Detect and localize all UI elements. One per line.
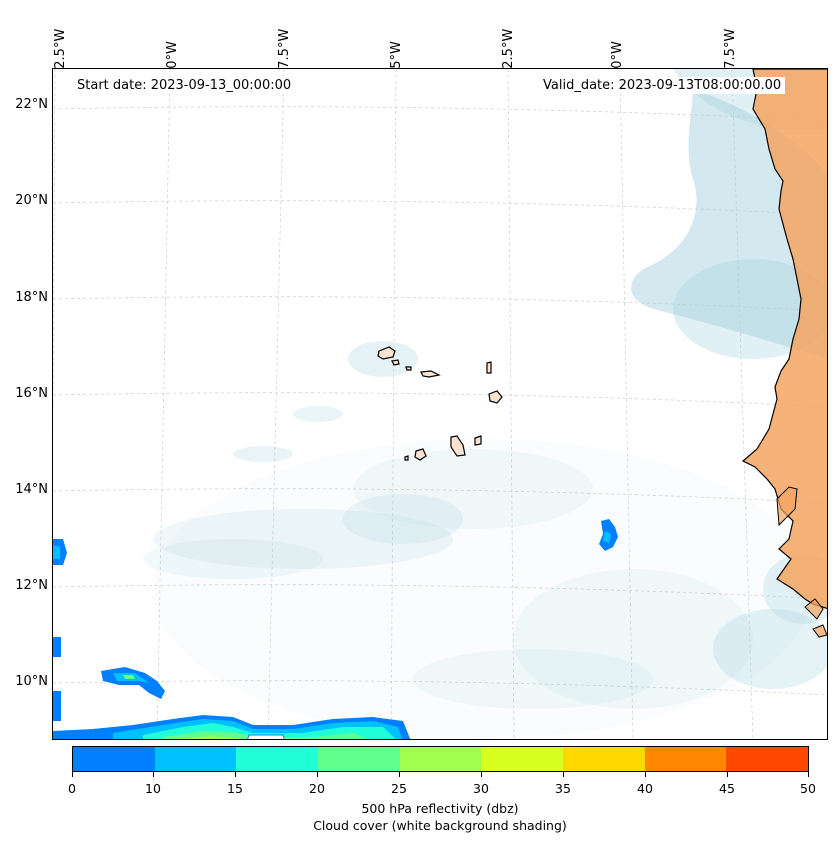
lat-label-12n: 12°N: [15, 578, 48, 593]
colorbar-tick-20: 20: [309, 781, 325, 796]
colorbar-segment-1: [154, 747, 237, 771]
colorbar-tick-35: 35: [555, 781, 571, 796]
island-maio: [474, 435, 482, 446]
map-panel[interactable]: Start date: 2023-09-13_00:00:00 Valid_da…: [52, 68, 828, 740]
valid-date-label: Valid_date: 2023-09-13T08:00:00.00: [539, 77, 786, 94]
lat-label-10n: 10°N: [15, 674, 48, 689]
lat-label-20n: 20°N: [15, 193, 48, 208]
lat-label-16n: 16°N: [15, 386, 48, 401]
graticule: [53, 69, 827, 739]
colorbar-tick-0: 0: [68, 781, 76, 796]
island-santo-antao: [377, 346, 396, 360]
lat-label-18n: 18°N: [15, 290, 48, 305]
island-brava: [404, 455, 409, 461]
colorbar-segment-4: [399, 747, 482, 771]
colorbar-label: 500 hPa reflectivity (dbz): [361, 801, 519, 816]
lat-label-22n: 22°N: [15, 97, 48, 112]
reflectivity-cell-southwest: [101, 667, 165, 699]
island-sao-vicente: [391, 359, 400, 366]
colorbar-tick-25: 25: [391, 781, 407, 796]
africa-mainland: [741, 69, 827, 610]
guinea-coast: [776, 486, 827, 638]
island-fogo: [414, 448, 427, 461]
island-sao-nicolau: [420, 370, 441, 378]
island-santiago: [450, 435, 466, 457]
colorbar-segment-5: [481, 747, 564, 771]
colorbar-tick-30: 30: [473, 781, 489, 796]
island-santa-luzia: [405, 366, 412, 371]
colorbar-segment-3: [318, 747, 400, 771]
cloud-cover-shading: [143, 69, 827, 739]
cape-verde-islands: [377, 346, 503, 461]
colorbar-segment-2: [236, 747, 319, 771]
colorbar-tick-45: 45: [719, 781, 735, 796]
colorbar-sublabel: Cloud cover (white background shading): [313, 818, 567, 833]
colorbar-segment-0: [73, 747, 155, 771]
colorbar-tick-40: 40: [637, 781, 653, 796]
colorbar-tick-10: 10: [145, 781, 161, 796]
colorbar-segment-8: [726, 747, 809, 771]
reflectivity-patches: [53, 519, 618, 739]
colorbar-tick-50: 50: [800, 781, 816, 796]
island-boa-vista: [488, 390, 503, 404]
lat-label-14n: 14°N: [15, 482, 48, 497]
colorbar-segment-7: [644, 747, 727, 771]
reflectivity-colorbar: [72, 746, 809, 772]
colorbar-tick-15: 15: [227, 781, 243, 796]
island-sal: [486, 361, 492, 374]
map-canvas: [53, 69, 827, 739]
colorbar-segment-6: [563, 747, 645, 771]
start-date-label: Start date: 2023-09-13_00:00:00: [73, 77, 296, 94]
